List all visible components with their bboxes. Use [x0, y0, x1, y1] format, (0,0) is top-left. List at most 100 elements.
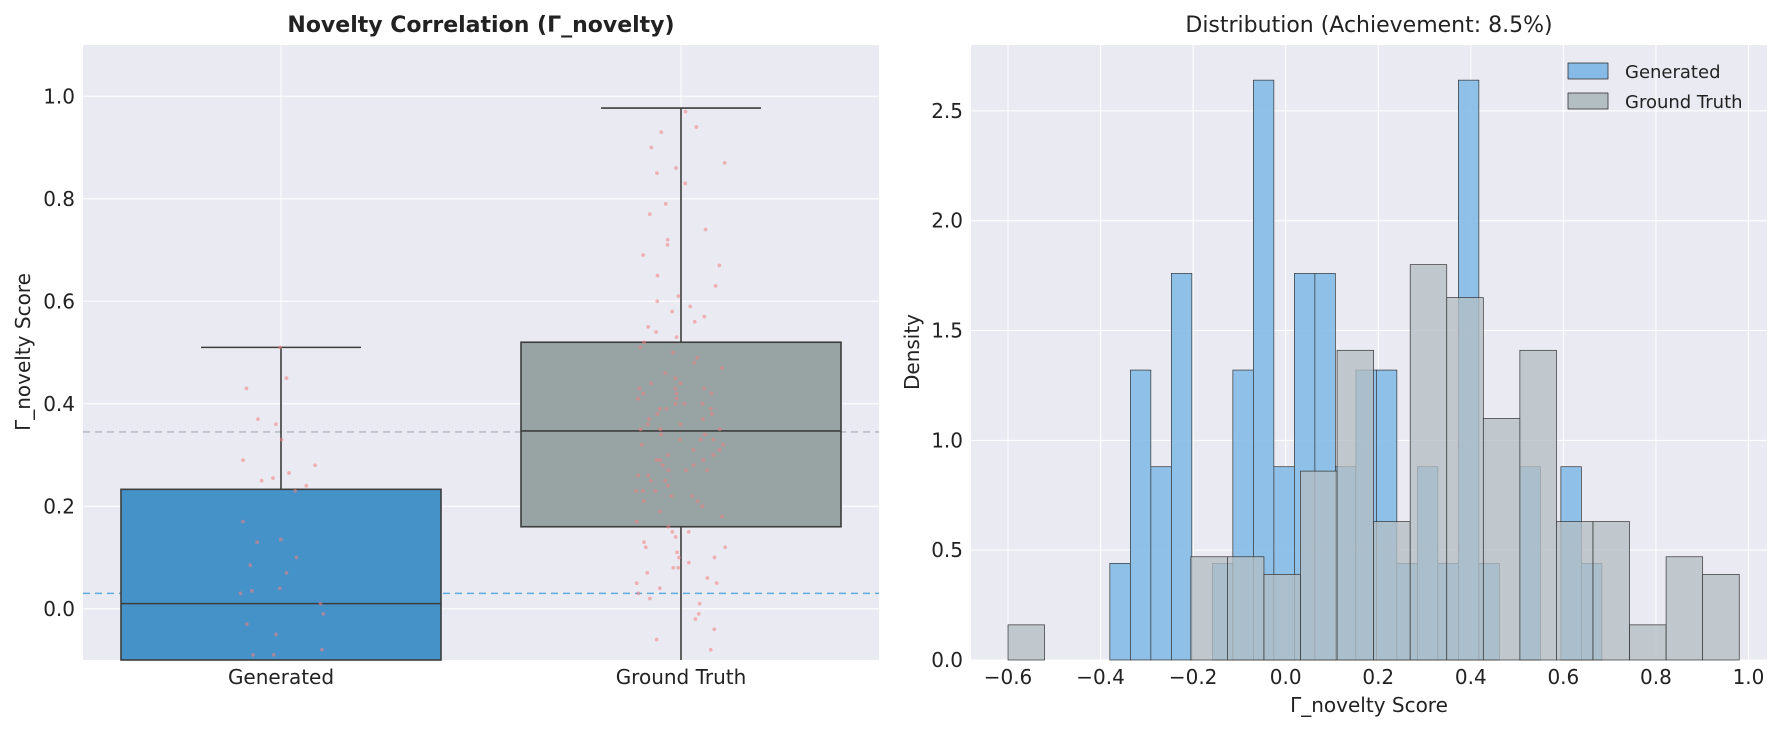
jitter-point [720, 514, 724, 519]
jitter-point [244, 386, 249, 391]
jitter-point [279, 437, 284, 442]
jitter-point [641, 253, 646, 258]
left-y-ticks: 0.0 0.2 0.4 0.6 0.8 1.0 [43, 84, 75, 621]
jitter-point [678, 437, 682, 442]
histogram-bar-ground-truth [1629, 624, 1667, 661]
jitter-point [666, 524, 671, 529]
jitter-point [273, 422, 278, 427]
jitter-point [663, 201, 668, 206]
jitter-point [659, 432, 664, 437]
jitter-point [722, 160, 727, 165]
jitter-point [669, 494, 674, 498]
jitter-point [321, 611, 326, 616]
jitter-point [675, 550, 679, 555]
jitter-point [702, 314, 707, 319]
jitter-point [635, 396, 640, 401]
jitter-point [713, 283, 718, 288]
left-boxes [120, 107, 842, 661]
right-x-axis-label: Γ_novelty Score [1290, 693, 1448, 717]
histogram-bar-ground-truth [1190, 556, 1228, 661]
left-y-tick-label: 0.4 [43, 392, 75, 416]
jitter-point [686, 529, 691, 534]
left-x-tick-label: Ground Truth [616, 665, 747, 689]
jitter-point [665, 242, 670, 247]
jitter-point [692, 360, 697, 365]
right-panel: 0.0 0.5 1.0 1.5 2.0 2.5 −0.6 −0.4 −0.2 0.0 0.2 0.4… [900, 13, 1767, 717]
right-y-tick-label: 0.0 [931, 648, 963, 672]
jitter-point [645, 570, 650, 575]
jitter-point [700, 504, 705, 509]
jitter-point [673, 386, 678, 391]
right-y-tick-label: 2.0 [931, 209, 963, 233]
jitter-point [244, 622, 249, 627]
histogram-bar-ground-truth [1446, 297, 1484, 661]
left-x-ticks: Generated Ground Truth [228, 665, 746, 689]
jitter-point [703, 432, 707, 437]
jitter-point [708, 406, 713, 411]
jitter-point [673, 535, 678, 539]
jitter-point [636, 473, 641, 478]
jitter-point [693, 617, 698, 621]
jitter-point [674, 396, 679, 401]
jitter-point [313, 463, 317, 468]
jitter-point [692, 319, 697, 324]
jitter-point [655, 412, 660, 416]
jitter-point [648, 596, 652, 601]
left-y-tick-label: 1.0 [43, 84, 75, 108]
jitter-point [666, 453, 670, 457]
jitter-point [240, 519, 245, 524]
right-x-tick-label: −0.2 [1169, 665, 1218, 689]
jitter-point [271, 476, 275, 480]
jitter-point [695, 355, 700, 360]
jitter-point [634, 581, 639, 586]
jitter-point [643, 545, 648, 550]
jitter-point [636, 591, 641, 596]
jitter-point [641, 499, 646, 504]
jitter-point [653, 488, 658, 493]
jitter-point [287, 471, 291, 475]
jitter-point [304, 483, 309, 488]
box-generated [120, 488, 442, 661]
jitter-point [657, 586, 662, 591]
histogram-bar-ground-truth [1227, 556, 1265, 661]
right-y-tick-label: 2.5 [931, 99, 963, 123]
jitter-point [320, 647, 324, 652]
histogram-bar-ground-truth [1702, 573, 1740, 661]
jitter-point [666, 483, 671, 488]
left-x-tick-label: Generated [228, 665, 334, 689]
jitter-point [708, 647, 713, 652]
jitter-point [690, 494, 695, 498]
jitter-point [655, 273, 660, 278]
jitter-point [665, 237, 670, 242]
right-y-axis-label: Density [900, 314, 924, 390]
jitter-point [698, 437, 703, 442]
jitter-point [248, 563, 253, 568]
jitter-point [702, 386, 706, 391]
histogram-bar-ground-truth [1556, 521, 1594, 661]
jitter-point [723, 545, 728, 550]
jitter-point [703, 227, 708, 232]
jitter-point [657, 406, 662, 411]
jitter-point [691, 463, 696, 468]
jitter-point [639, 442, 644, 447]
left-y-tick-label: 0.6 [43, 289, 75, 313]
jitter-point [677, 555, 681, 560]
jitter-point [255, 540, 260, 545]
jitter-point [666, 468, 671, 473]
left-chart-title: Novelty Correlation (Γ_novelty) [287, 13, 674, 38]
jitter-point [701, 458, 706, 463]
jitter-point [676, 565, 681, 570]
jitter-point [663, 478, 668, 483]
right-y-ticks: 0.0 0.5 1.0 1.5 2.0 2.5 [931, 99, 963, 672]
left-jitter-points [238, 109, 728, 657]
jitter-point [660, 463, 665, 468]
histogram-bar-generated [1129, 369, 1152, 661]
jitter-point [251, 652, 255, 657]
jitter-point [655, 171, 659, 176]
jitter-point [688, 304, 693, 309]
legend: Generated Ground Truth [1567, 62, 1743, 113]
jitter-point [638, 345, 643, 350]
jitter-point [645, 422, 650, 427]
left-y-tick-label: 0.8 [43, 187, 75, 211]
